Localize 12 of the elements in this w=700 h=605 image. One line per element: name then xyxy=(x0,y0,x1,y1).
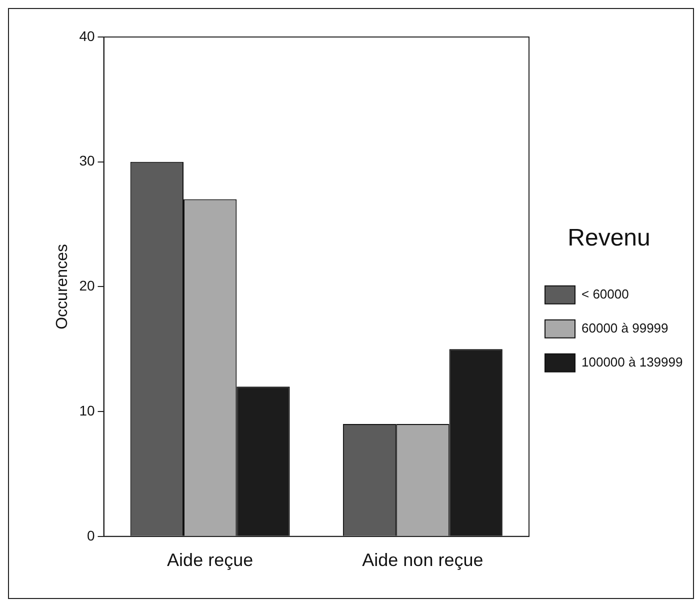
y-tick-label: 40 xyxy=(79,28,95,44)
y-tick-label: 0 xyxy=(86,527,95,544)
legend-title: Revenu xyxy=(568,224,650,252)
x-tick-label: Aide reçue xyxy=(167,550,254,570)
y-tick-label: 10 xyxy=(79,402,95,418)
y-tick-label: 30 xyxy=(79,152,95,169)
legend-label: < 60000 xyxy=(582,286,629,302)
x-tick-label: Aide non reçue xyxy=(362,550,484,570)
y-tick-label: 20 xyxy=(79,278,95,294)
legend-label: 100000 à 139999 xyxy=(582,354,683,370)
y-axis-title: Occurences xyxy=(54,244,72,330)
legend-label: 60000 à 99999 xyxy=(582,320,668,336)
